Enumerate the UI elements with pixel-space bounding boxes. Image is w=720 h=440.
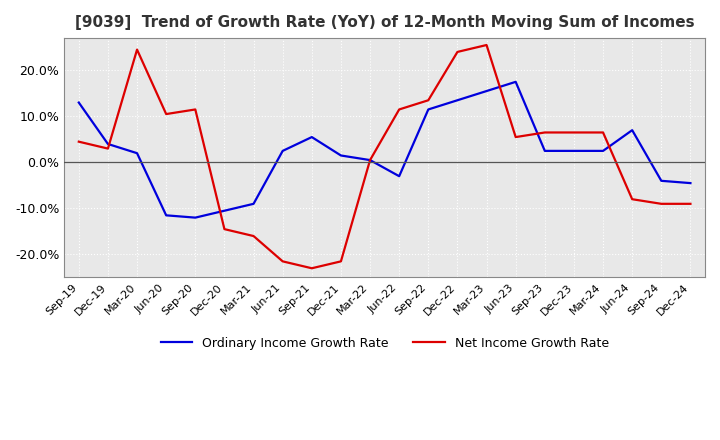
Ordinary Income Growth Rate [366,158,374,163]
Ordinary Income Growth Rate [104,141,112,147]
Net Income Growth Rate [74,139,83,144]
Ordinary Income Growth Rate [628,128,636,133]
Net Income Growth Rate [162,111,171,117]
Ordinary Income Growth Rate [541,148,549,154]
Net Income Growth Rate [249,233,258,238]
Legend: Ordinary Income Growth Rate, Net Income Growth Rate: Ordinary Income Growth Rate, Net Income … [156,332,613,355]
Net Income Growth Rate [307,266,316,271]
Net Income Growth Rate [279,259,287,264]
Net Income Growth Rate [191,107,199,112]
Ordinary Income Growth Rate [424,107,433,112]
Net Income Growth Rate [570,130,578,135]
Net Income Growth Rate [482,42,491,48]
Net Income Growth Rate [132,47,141,52]
Ordinary Income Growth Rate [395,173,403,179]
Net Income Growth Rate [599,130,608,135]
Ordinary Income Growth Rate [249,201,258,206]
Ordinary Income Growth Rate [511,79,520,84]
Ordinary Income Growth Rate [337,153,346,158]
Ordinary Income Growth Rate [686,180,695,186]
Net Income Growth Rate [511,135,520,140]
Line: Ordinary Income Growth Rate: Ordinary Income Growth Rate [78,82,690,218]
Net Income Growth Rate [395,107,403,112]
Ordinary Income Growth Rate [307,135,316,140]
Ordinary Income Growth Rate [279,148,287,154]
Net Income Growth Rate [104,146,112,151]
Ordinary Income Growth Rate [132,150,141,156]
Ordinary Income Growth Rate [453,98,462,103]
Net Income Growth Rate [628,197,636,202]
Ordinary Income Growth Rate [74,100,83,105]
Ordinary Income Growth Rate [599,148,608,154]
Ordinary Income Growth Rate [220,208,229,213]
Net Income Growth Rate [541,130,549,135]
Net Income Growth Rate [366,158,374,163]
Net Income Growth Rate [424,98,433,103]
Net Income Growth Rate [220,227,229,232]
Net Income Growth Rate [453,49,462,55]
Ordinary Income Growth Rate [162,213,171,218]
Ordinary Income Growth Rate [191,215,199,220]
Net Income Growth Rate [686,201,695,206]
Title: [9039]  Trend of Growth Rate (YoY) of 12-Month Moving Sum of Incomes: [9039] Trend of Growth Rate (YoY) of 12-… [75,15,694,30]
Ordinary Income Growth Rate [570,148,578,154]
Ordinary Income Growth Rate [482,88,491,94]
Net Income Growth Rate [657,201,665,206]
Net Income Growth Rate [337,259,346,264]
Ordinary Income Growth Rate [657,178,665,183]
Line: Net Income Growth Rate: Net Income Growth Rate [78,45,690,268]
